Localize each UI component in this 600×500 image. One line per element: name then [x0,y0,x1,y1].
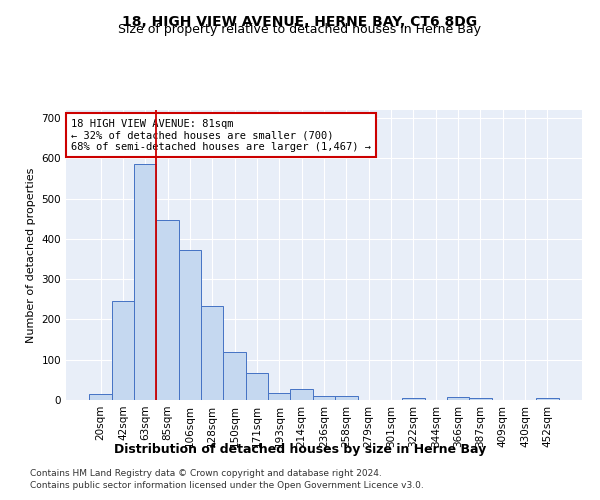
Bar [179,250,201,400]
Bar [536,398,559,400]
Text: 18, HIGH VIEW AVENUE, HERNE BAY, CT6 8DG: 18, HIGH VIEW AVENUE, HERNE BAY, CT6 8DG [122,15,478,29]
Text: Contains HM Land Registry data © Crown copyright and database right 2024.: Contains HM Land Registry data © Crown c… [30,468,382,477]
Bar [157,220,179,400]
Text: Size of property relative to detached houses in Herne Bay: Size of property relative to detached ho… [119,22,482,36]
Bar [134,164,157,400]
Text: 18 HIGH VIEW AVENUE: 81sqm
← 32% of detached houses are smaller (700)
68% of sem: 18 HIGH VIEW AVENUE: 81sqm ← 32% of deta… [71,118,371,152]
Bar [246,372,268,400]
Y-axis label: Number of detached properties: Number of detached properties [26,168,36,342]
Bar [335,396,358,400]
Bar [469,398,491,400]
Bar [201,306,223,400]
Bar [268,393,290,400]
Bar [402,398,425,400]
Bar [313,396,335,400]
Bar [447,397,469,400]
Text: Distribution of detached houses by size in Herne Bay: Distribution of detached houses by size … [114,442,486,456]
Bar [112,301,134,400]
Text: Contains public sector information licensed under the Open Government Licence v3: Contains public sector information licen… [30,481,424,490]
Bar [89,394,112,400]
Bar [290,388,313,400]
Bar [223,352,246,400]
